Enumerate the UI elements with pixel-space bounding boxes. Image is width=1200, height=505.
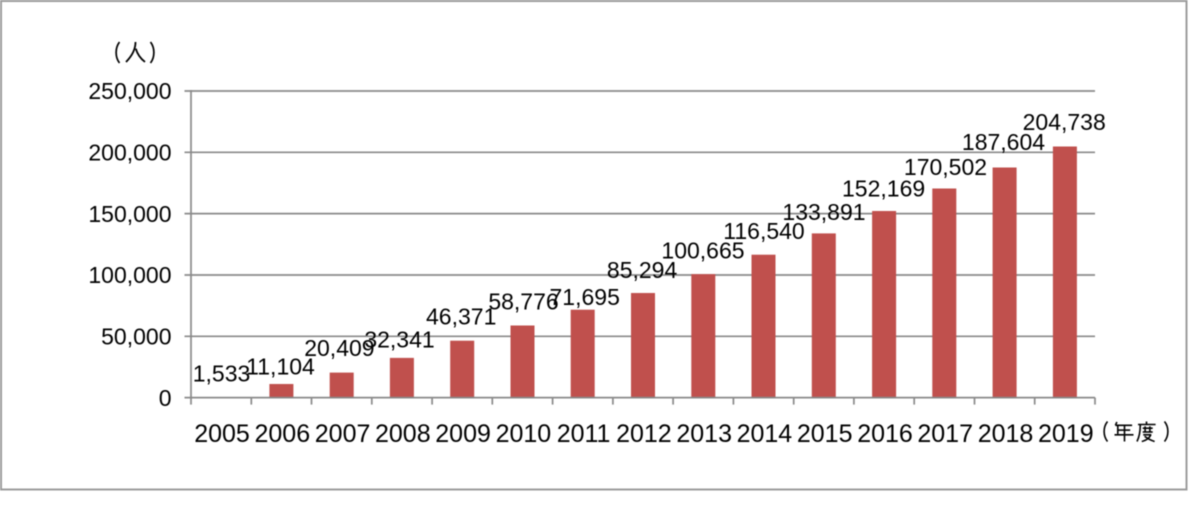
svg-text:116,540: 116,540 — [723, 218, 804, 244]
svg-text:2013: 2013 — [676, 420, 732, 448]
svg-text:2011: 2011 — [557, 420, 611, 448]
svg-text:2005: 2005 — [194, 420, 250, 448]
svg-text:46,371: 46,371 — [426, 303, 496, 329]
svg-text:2007: 2007 — [315, 420, 371, 448]
svg-text:133,891: 133,891 — [782, 199, 865, 225]
svg-text:11,104: 11,104 — [246, 354, 315, 380]
svg-text:20,409: 20,409 — [304, 335, 374, 361]
svg-text:204,738: 204,738 — [1023, 109, 1106, 135]
svg-text:200,000: 200,000 — [88, 140, 171, 166]
svg-text:2015: 2015 — [797, 420, 853, 448]
svg-text:58,776: 58,776 — [488, 288, 558, 314]
svg-text:2006: 2006 — [254, 420, 310, 448]
svg-text:2017: 2017 — [917, 420, 973, 448]
svg-text:32,341: 32,341 — [364, 326, 434, 352]
svg-text:85,294: 85,294 — [607, 257, 678, 283]
svg-text:2016: 2016 — [857, 420, 913, 448]
svg-text:100,665: 100,665 — [661, 238, 744, 264]
svg-text:2019: 2019 — [1038, 420, 1094, 448]
svg-text:150,000: 150,000 — [88, 201, 171, 227]
svg-text:50,000: 50,000 — [101, 324, 171, 350]
svg-text:2009: 2009 — [435, 420, 491, 448]
svg-text:1,533: 1,533 — [193, 361, 251, 387]
svg-text:250,000: 250,000 — [88, 78, 171, 104]
svg-text:71,695: 71,695 — [550, 284, 620, 310]
svg-text:2008: 2008 — [375, 420, 431, 448]
svg-text:100,000: 100,000 — [88, 262, 171, 288]
svg-text:2012: 2012 — [616, 420, 672, 448]
svg-text:2014: 2014 — [737, 420, 793, 448]
svg-text:2018: 2018 — [978, 420, 1034, 448]
svg-text:187,604: 187,604 — [962, 129, 1045, 155]
svg-text:152,169: 152,169 — [842, 175, 925, 201]
svg-text:170,502: 170,502 — [904, 154, 987, 180]
svg-text:2010: 2010 — [496, 420, 552, 448]
svg-text:0: 0 — [159, 385, 172, 411]
